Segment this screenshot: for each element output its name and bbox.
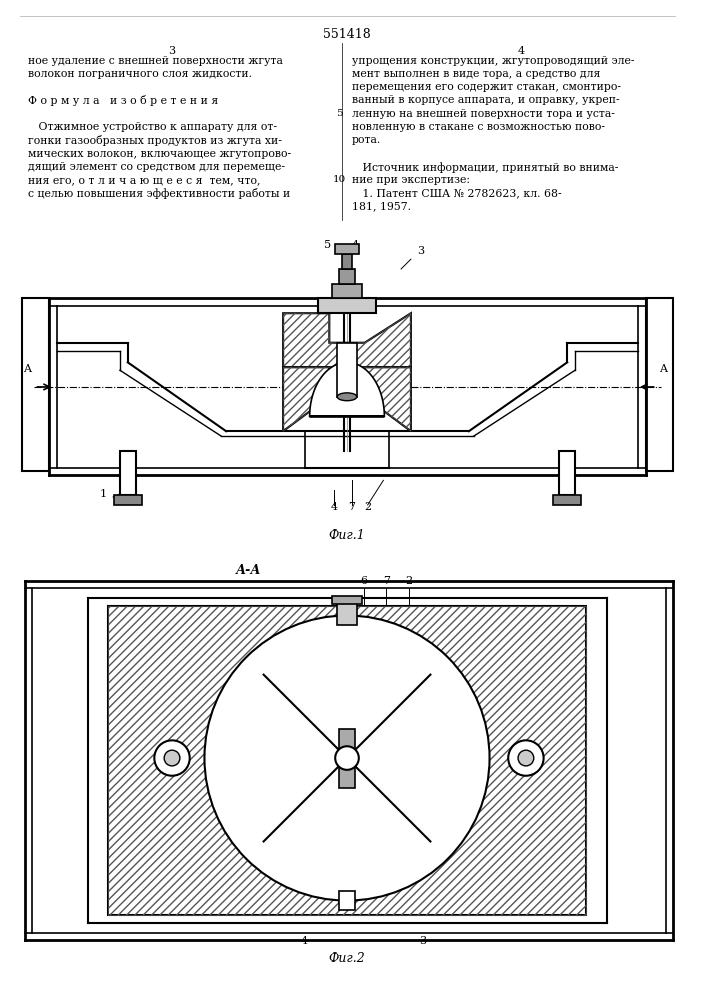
Text: 3: 3	[419, 936, 426, 946]
Text: 5: 5	[336, 109, 342, 118]
Bar	[335, 244, 359, 254]
Text: A: A	[23, 364, 32, 374]
Text: 551418: 551418	[323, 28, 371, 41]
Text: Фиг.2: Фиг.2	[329, 952, 366, 965]
Text: Отжимное устройство к аппарату для от-: Отжимное устройство к аппарату для от-	[28, 122, 276, 132]
Text: 1. Патент США № 2782623, кл. 68-: 1. Патент США № 2782623, кл. 68-	[352, 188, 561, 198]
Text: ное удаление с внешней поверхности жгута: ное удаление с внешней поверхности жгута	[28, 56, 282, 66]
Text: 7: 7	[382, 576, 390, 586]
Text: 3: 3	[168, 46, 175, 56]
Polygon shape	[283, 367, 411, 431]
Circle shape	[204, 616, 489, 901]
Bar	[559, 451, 575, 495]
Bar	[108, 606, 586, 915]
Text: мент выполнен в виде тора, а средство для: мент выполнен в виде тора, а средство дл…	[352, 69, 600, 79]
Bar	[337, 343, 357, 397]
Text: Фиг.1: Фиг.1	[329, 529, 366, 542]
Bar	[339, 269, 355, 284]
Text: волокон пограничного слоя жидкости.: волокон пограничного слоя жидкости.	[28, 69, 252, 79]
Text: мических волокон, включающее жгутопрово-: мических волокон, включающее жгутопрово-	[28, 149, 291, 159]
Polygon shape	[310, 362, 385, 416]
Text: перемещения его содержит стакан, смонтиро-: перемещения его содержит стакан, смонтир…	[352, 82, 621, 92]
Circle shape	[508, 740, 544, 776]
Bar	[114, 495, 141, 505]
Text: ванный в корпусе аппарата, и оправку, укреп-: ванный в корпусе аппарата, и оправку, ук…	[352, 95, 619, 105]
Bar	[342, 254, 352, 269]
Circle shape	[518, 750, 534, 766]
Text: новленную в стакане с возможностью пово-: новленную в стакане с возможностью пово-	[352, 122, 605, 132]
Text: 2: 2	[405, 576, 412, 586]
Text: 7: 7	[349, 502, 356, 512]
Bar	[108, 606, 586, 915]
Text: 1: 1	[100, 489, 107, 499]
Text: рота.: рота.	[352, 135, 381, 145]
Text: 4: 4	[351, 240, 358, 250]
Text: ние при экспертизе:: ние при экспертизе:	[352, 175, 470, 185]
Bar	[120, 451, 136, 495]
Text: ленную на внешней поверхности тора и уста-: ленную на внешней поверхности тора и уст…	[352, 109, 615, 119]
Bar	[646, 298, 673, 471]
Text: Ф о р м у л а   и з о б р е т е н и я: Ф о р м у л а и з о б р е т е н и я	[28, 95, 218, 106]
Circle shape	[154, 740, 189, 776]
Text: 181, 1957.: 181, 1957.	[352, 202, 411, 212]
Bar	[22, 298, 49, 471]
Text: упрощения конструкции, жгутопроводящий эле-: упрощения конструкции, жгутопроводящий э…	[352, 56, 634, 66]
Text: гонки газообразных продуктов из жгута хи-: гонки газообразных продуктов из жгута хи…	[28, 135, 281, 146]
Text: 4: 4	[331, 502, 338, 512]
Bar	[337, 601, 357, 625]
Bar	[332, 596, 362, 604]
Bar	[317, 298, 377, 313]
Text: ния его, о т л и ч а ю щ е е с я  тем, что,: ния его, о т л и ч а ю щ е е с я тем, чт…	[28, 175, 260, 185]
Text: А-А: А-А	[236, 564, 262, 577]
Bar	[339, 729, 355, 788]
Text: 6: 6	[360, 576, 367, 586]
Circle shape	[164, 750, 180, 766]
Bar	[332, 284, 362, 298]
Circle shape	[335, 746, 359, 770]
Text: с целью повышения эффективности работы и: с целью повышения эффективности работы и	[28, 188, 290, 199]
Text: Источник информации, принятый во внима-: Источник информации, принятый во внима-	[352, 162, 619, 173]
Bar	[554, 495, 581, 505]
Text: 4: 4	[518, 46, 525, 56]
Text: 5: 5	[324, 240, 331, 250]
Text: дящий элемент со средством для перемеще-: дящий элемент со средством для перемеще-	[28, 162, 284, 172]
Text: A: A	[660, 364, 667, 374]
Text: 2: 2	[364, 502, 371, 512]
Text: 4: 4	[301, 936, 308, 946]
Text: 10: 10	[332, 175, 346, 184]
Polygon shape	[283, 313, 411, 397]
Bar	[339, 891, 355, 910]
Text: 3: 3	[417, 246, 424, 256]
Ellipse shape	[337, 393, 357, 401]
